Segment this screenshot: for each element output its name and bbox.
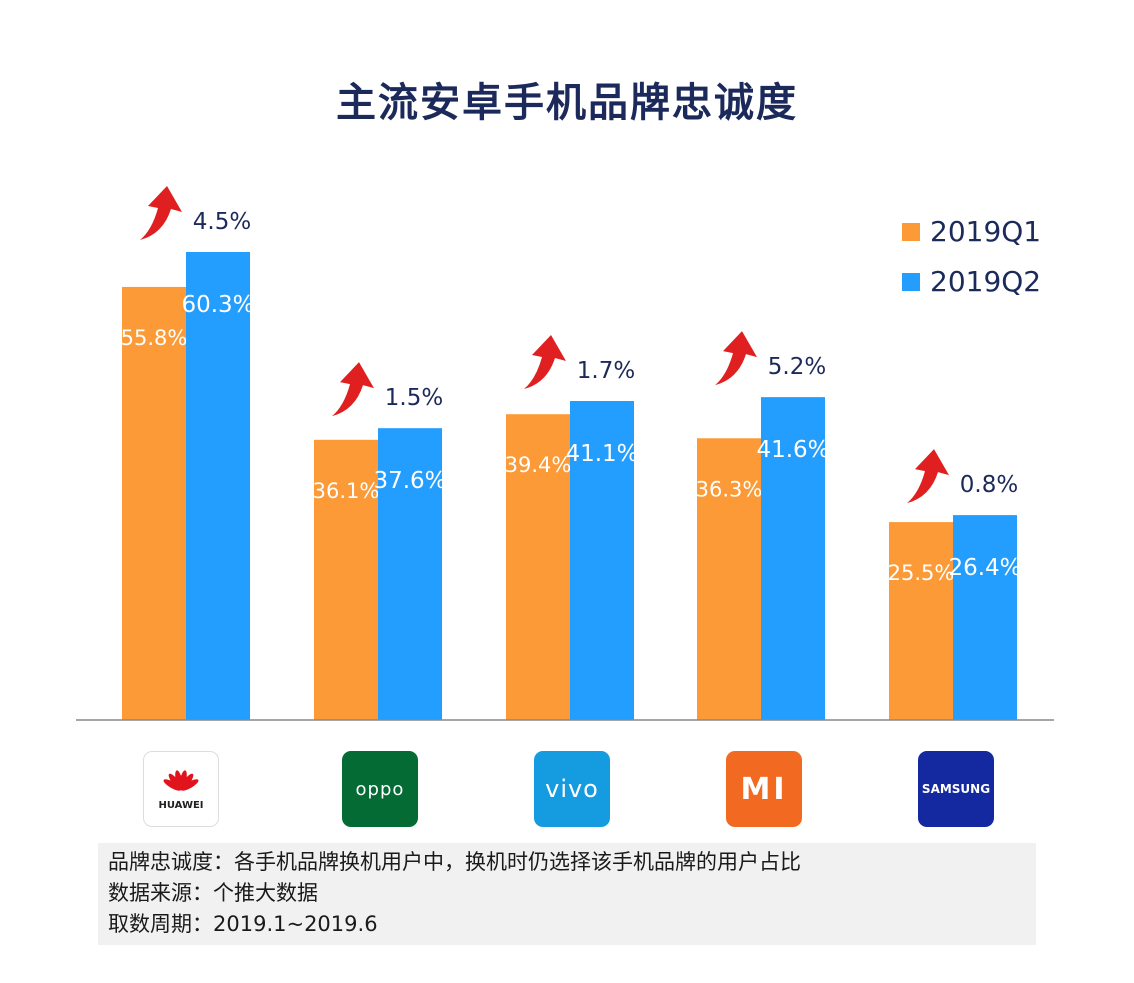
growth-arrow-icon	[715, 331, 757, 386]
note-source: 数据来源：个推大数据	[108, 881, 318, 905]
growth-label-huawei: 4.5%	[193, 209, 251, 235]
bar-mi-2019q1	[697, 438, 761, 720]
samsung-logo: SAMSUNG	[918, 751, 994, 827]
notes-box: 品牌忠诚度：各手机品牌换机用户中，换机时仍选择该手机品牌的用户占比 数据来源：个…	[98, 843, 1036, 945]
chart-title: 主流安卓手机品牌忠诚度	[336, 80, 798, 126]
vivo-logo-text: vivo	[545, 775, 599, 803]
huawei-petal-icon	[163, 769, 199, 791]
value-label-samsung-2019q1: 25.5%	[888, 561, 955, 585]
huawei-logo: HUAWEI	[143, 751, 219, 827]
value-label-mi-2019q1: 36.3%	[696, 477, 763, 501]
value-label-oppo-2019q2: 37.6%	[373, 468, 446, 494]
value-label-huawei-2019q1: 55.8%	[121, 326, 188, 350]
growth-label-mi: 5.2%	[768, 354, 826, 380]
bar-huawei-2019q2	[186, 252, 250, 720]
growth-layer: 4.5% 1.5% 1.7% 5.2% 0.8%	[140, 186, 1018, 504]
growth-arrow-icon	[140, 186, 182, 240]
samsung-logo-text: SAMSUNG	[921, 782, 991, 796]
value-label-vivo-2019q2: 41.1%	[565, 441, 638, 467]
growth-label-samsung: 0.8%	[960, 472, 1018, 498]
growth-arrow-icon	[907, 449, 949, 504]
huawei-logo-text: HUAWEI	[158, 799, 204, 811]
mi-logo-text: MI	[740, 771, 788, 807]
note-definition: 品牌忠诚度：各手机品牌换机用户中，换机时仍选择该手机品牌的用户占比	[108, 850, 801, 874]
bar-vivo-2019q2	[570, 401, 634, 720]
bars-layer: 55.8% 60.3% 36.1%37.6% 39.4%41.1% 36.3% 41.6%…	[121, 252, 1022, 720]
value-label-oppo-2019q1: 36.1%	[313, 479, 380, 503]
legend-item-q2: 2019Q2	[902, 265, 1041, 298]
bar-vivo-2019q1	[506, 414, 570, 720]
bar-mi-2019q2	[761, 397, 825, 720]
legend-label-q1: 2019Q1	[930, 215, 1042, 248]
bar-oppo-2019q1	[314, 439, 378, 720]
value-label-samsung-2019q2: 26.4%	[948, 555, 1021, 581]
mi-logo: MI	[726, 751, 802, 827]
growth-arrow-icon	[332, 362, 374, 417]
oppo-logo-text: oppo	[355, 778, 405, 800]
growth-label-vivo: 1.7%	[577, 358, 635, 384]
bar-oppo-2019q2	[378, 428, 442, 720]
value-label-vivo-2019q1: 39.4%	[505, 453, 572, 477]
growth-label-oppo: 1.5%	[385, 385, 443, 411]
bar-samsung-2019q2	[953, 515, 1017, 720]
legend-swatch-q1	[902, 222, 920, 241]
value-label-huawei-2019q2: 60.3%	[181, 292, 254, 318]
legend-item-q1: 2019Q1	[902, 215, 1041, 248]
oppo-logo: oppo	[342, 751, 418, 827]
legend-swatch-q2	[902, 272, 920, 291]
value-label-mi-2019q2: 41.6%	[756, 437, 829, 463]
bar-huawei-2019q1	[122, 286, 186, 720]
legend-label-q2: 2019Q2	[930, 265, 1042, 298]
note-period: 取数周期：2019.1~2019.6	[108, 912, 378, 936]
vivo-logo: vivo	[534, 751, 610, 827]
bar-samsung-2019q1	[889, 522, 953, 720]
growth-arrow-icon	[524, 335, 566, 390]
